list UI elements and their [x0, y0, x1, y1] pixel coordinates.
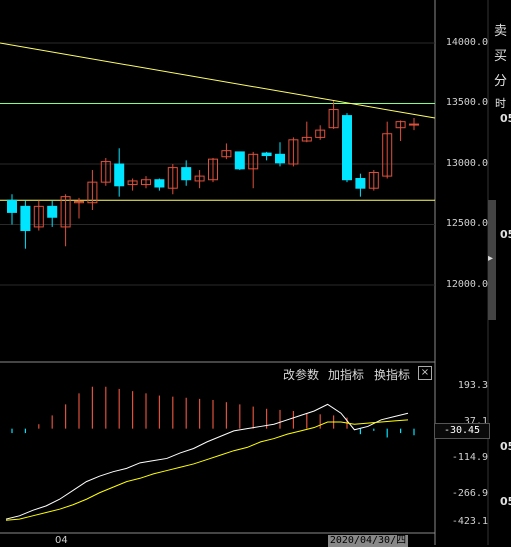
candle-body [368, 171, 379, 189]
side-readout: 05 [500, 228, 511, 241]
overlay-lines [0, 42, 436, 201]
indicator-tick-label: 37.1 [463, 416, 488, 427]
candle-body [221, 150, 232, 158]
candle-body [20, 205, 31, 232]
candle-body [114, 163, 125, 187]
side-tab-sell[interactable]: 卖 [493, 24, 507, 39]
candle-body [167, 167, 178, 189]
candle-body [301, 136, 312, 142]
close-indicator-button[interactable]: × [418, 366, 432, 380]
candle-body [355, 178, 366, 189]
indicator-tick-label: 193.3 [457, 380, 488, 391]
candle-body [275, 153, 285, 164]
candle-body [248, 153, 259, 170]
indicator-current-value: -30.45 [434, 423, 490, 439]
candle-body [395, 121, 406, 129]
candle-body [409, 123, 419, 126]
x-tick-label: 04 [55, 535, 68, 546]
side-readout: 05 [500, 495, 511, 508]
candle-body [208, 158, 218, 181]
candle-body [261, 152, 272, 157]
panel-scroll-handle[interactable] [488, 200, 496, 320]
price-tick-label: 14000.0 [445, 37, 488, 48]
candle-body [127, 180, 138, 186]
candle-body [60, 196, 71, 228]
candle-body [154, 179, 165, 188]
candle-body [382, 133, 393, 177]
indicator-tick-label: -423.1 [451, 516, 488, 527]
macd-indicator [5, 386, 415, 521]
price-tick-label: 13500.0 [445, 97, 488, 108]
macd-dea-line [5, 419, 409, 521]
candle-body [234, 151, 245, 170]
side-readout: 05 [500, 112, 511, 125]
side-readout: 05 [500, 440, 511, 453]
candle-body [181, 167, 192, 181]
side-tab-buy[interactable]: 买 [493, 49, 507, 64]
collapse-arrow-icon[interactable]: ▸ [488, 253, 494, 264]
indicator-tick-label: -266.9 [451, 488, 488, 499]
side-tab-minute[interactable]: 分 [493, 74, 507, 89]
candlestick-series [7, 101, 419, 249]
candle-body [342, 115, 352, 181]
candle-body [288, 139, 299, 165]
macd-dif-line [5, 403, 409, 520]
cursor-date-label: 2020/04/30/四 [328, 535, 408, 547]
candle-body [100, 161, 111, 183]
switch-indicator-button[interactable]: 换指标 [374, 368, 411, 382]
candle-body [87, 181, 98, 204]
indicator-tick-label: -114.9 [451, 452, 488, 463]
candle-body [47, 205, 58, 218]
candle-body [194, 175, 205, 182]
price-tick-label: 12000.0 [445, 279, 488, 290]
candle-body [315, 129, 326, 138]
change-params-button[interactable]: 改参数 [283, 368, 320, 382]
candle-body [74, 201, 84, 204]
candle-body [7, 199, 17, 213]
candle-body [328, 109, 339, 129]
price-tick-label: 12500.0 [445, 218, 488, 229]
price-tick-label: 13000.0 [445, 158, 488, 169]
candle-body [141, 179, 151, 186]
side-time-label: 时 [495, 97, 506, 110]
candle-body [33, 205, 44, 228]
add-indicator-button[interactable]: 加指标 [328, 368, 365, 382]
trend-line [0, 42, 436, 119]
